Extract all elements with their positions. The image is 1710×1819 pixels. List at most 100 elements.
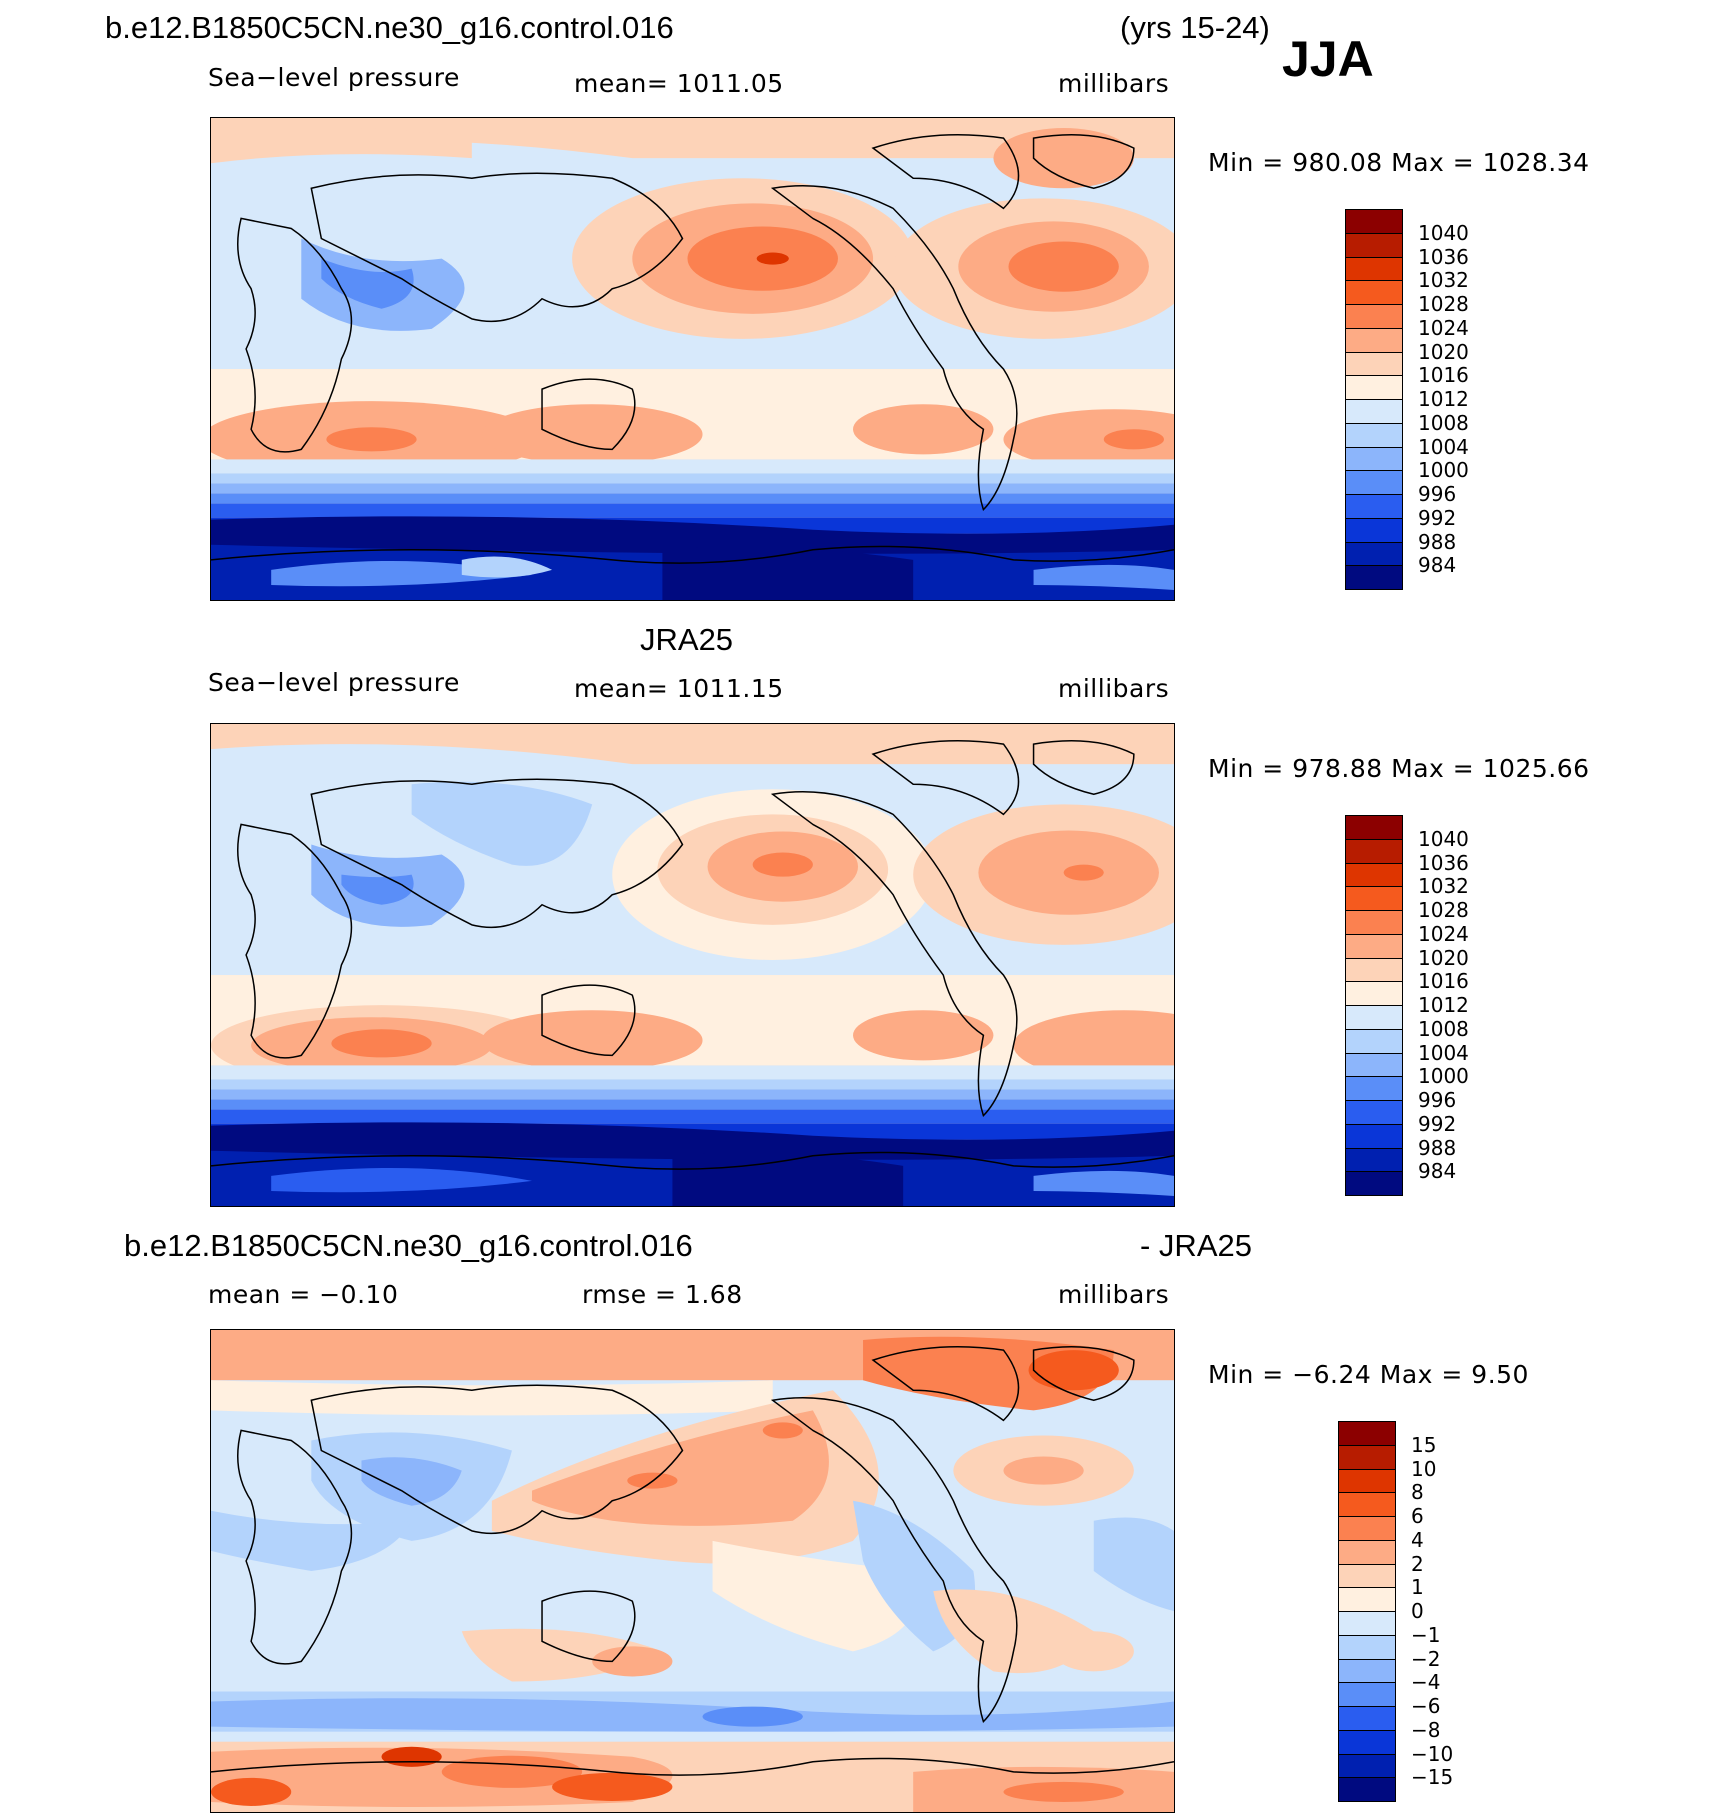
colorbar-label: 1032 (1418, 874, 1469, 899)
colorbar-label: 1020 (1418, 339, 1469, 364)
colorbar-label: 4 (1411, 1527, 1424, 1552)
colorbar-swatch (1345, 1147, 1403, 1172)
colorbar-swatch (1338, 1421, 1396, 1446)
colorbar-swatch (1338, 1682, 1396, 1707)
panel1-mean: mean= 1011.05 (574, 69, 784, 98)
colorbar-swatch (1345, 1005, 1403, 1030)
panel3-diff-map (210, 1329, 1175, 1813)
panel1-variable: Sea−level pressure (208, 63, 460, 92)
years-label: (yrs 15-24) (1120, 10, 1270, 45)
colorbar-label: 996 (1418, 1088, 1457, 1112)
colorbar-label: 988 (1418, 1135, 1457, 1160)
colorbar-label: 1012 (1418, 993, 1469, 1017)
colorbar-label: 1024 (1418, 921, 1469, 946)
colorbar-swatch (1338, 1539, 1396, 1564)
colorbar-swatch (1345, 1171, 1403, 1196)
colorbar-label: 1000 (1418, 458, 1469, 483)
panel3-mean: mean = −0.10 (208, 1280, 399, 1309)
colorbar-label: −1 (1411, 1622, 1441, 1647)
colorbar-label: 996 (1418, 482, 1457, 506)
colorbar-swatch (1345, 375, 1403, 400)
colorbar-swatch (1338, 1706, 1396, 1731)
colorbar-swatch (1345, 815, 1403, 840)
colorbar-label: −6 (1411, 1694, 1441, 1718)
colorbar-label: 984 (1418, 1159, 1457, 1184)
colorbar-swatch (1338, 1634, 1396, 1659)
case-title: b.e12.B1850C5CN.ne30_g16.control.016 (105, 10, 674, 45)
colorbar-label: 1008 (1418, 410, 1469, 435)
colorbar-label: 1004 (1418, 434, 1469, 459)
colorbar-swatch (1345, 351, 1403, 376)
colorbar-label: 992 (1418, 1111, 1457, 1136)
colorbar-swatch (1338, 1492, 1396, 1517)
colorbar-swatch (1345, 232, 1403, 257)
panel1-units: millibars (1058, 69, 1170, 98)
colorbar-label: 1028 (1418, 292, 1469, 316)
colorbar-label: 1040 (1418, 220, 1469, 245)
colorbar-label: 1020 (1418, 945, 1469, 970)
colorbar-swatch (1338, 1611, 1396, 1636)
colorbar-swatch (1345, 838, 1403, 863)
colorbar-swatch (1345, 1076, 1403, 1101)
colorbar-label: 2 (1411, 1551, 1424, 1576)
colorbar-label: 1012 (1418, 387, 1469, 411)
panel1-slp-map (210, 117, 1175, 601)
colorbar-swatch (1345, 957, 1403, 982)
colorbar-swatch (1345, 422, 1403, 447)
colorbar-label: 1036 (1418, 244, 1469, 269)
colorbar-label: 1036 (1418, 850, 1469, 875)
colorbar-swatch (1345, 1028, 1403, 1053)
colorbar-swatch (1345, 399, 1403, 424)
colorbar-label: 988 (1418, 529, 1457, 554)
colorbar-label: 1016 (1418, 363, 1469, 388)
colorbar-swatch (1338, 1658, 1396, 1683)
panel2-slp-map (210, 723, 1175, 1207)
colorbar-swatch (1345, 933, 1403, 958)
colorbar-swatch (1345, 1123, 1403, 1148)
panel3-rmse: rmse = 1.68 (582, 1280, 743, 1309)
colorbar-swatch (1345, 494, 1403, 519)
colorbar-swatch (1338, 1729, 1396, 1754)
colorbar-swatch (1338, 1516, 1396, 1541)
colorbar-swatch (1345, 565, 1403, 590)
colorbar-label: 1040 (1418, 826, 1469, 851)
panel2-units: millibars (1058, 674, 1170, 703)
colorbar-label: 8 (1411, 1480, 1424, 1505)
colorbar-swatch (1345, 517, 1403, 542)
season-label: JJA (1282, 31, 1374, 87)
panel3-minmax: Min = −6.24 Max = 9.50 (1208, 1360, 1529, 1389)
colorbar-label: 10 (1411, 1456, 1437, 1481)
colorbar-swatch (1345, 541, 1403, 566)
colorbar-label: −15 (1411, 1765, 1454, 1790)
panel2-colorbar: 1040 1036 1032 1028 1024 1020 1016 1012 1008 1004… (1345, 815, 1475, 1196)
colorbar-label: 1016 (1418, 969, 1469, 994)
colorbar-label: 1004 (1418, 1040, 1469, 1065)
colorbar-swatch (1338, 1587, 1396, 1612)
panel3-title-suffix: - JRA25 (1140, 1228, 1252, 1263)
colorbar-swatch (1338, 1563, 1396, 1588)
panel2-minmax: Min = 978.88 Max = 1025.66 (1208, 754, 1590, 783)
colorbar-swatch (1345, 862, 1403, 887)
colorbar-swatch (1338, 1777, 1396, 1802)
colorbar-label: 0 (1411, 1599, 1424, 1623)
colorbar-swatch (1345, 886, 1403, 911)
colorbar-label: 1 (1411, 1575, 1424, 1600)
colorbar-label: 1000 (1418, 1064, 1469, 1089)
panel2-title: JRA25 (640, 622, 734, 657)
colorbar-swatch (1345, 209, 1403, 234)
panel3-title: b.e12.B1850C5CN.ne30_g16.control.016 (124, 1228, 693, 1263)
colorbar-label: −4 (1411, 1670, 1441, 1695)
panel1-minmax: Min = 980.08 Max = 1028.34 (1208, 148, 1590, 177)
colorbar-label: 6 (1411, 1504, 1424, 1528)
colorbar-swatch (1345, 304, 1403, 329)
colorbar-label: −10 (1411, 1741, 1454, 1766)
panel3-colorbar: 15 10 8 6 4 2 1 0 −1 −2 −4 −6 −8 −10 −15 (1338, 1421, 1468, 1802)
panel1-colorbar: 1040 1036 1032 1028 1024 1020 1016 1012 1008 1004… (1345, 209, 1475, 590)
colorbar-swatch (1338, 1444, 1396, 1469)
panel2-variable: Sea−level pressure (208, 668, 460, 697)
colorbar-swatch (1338, 1753, 1396, 1778)
colorbar-swatch (1345, 446, 1403, 471)
colorbar-swatch (1345, 1100, 1403, 1125)
colorbar-swatch (1338, 1468, 1396, 1493)
colorbar-swatch (1345, 470, 1403, 495)
